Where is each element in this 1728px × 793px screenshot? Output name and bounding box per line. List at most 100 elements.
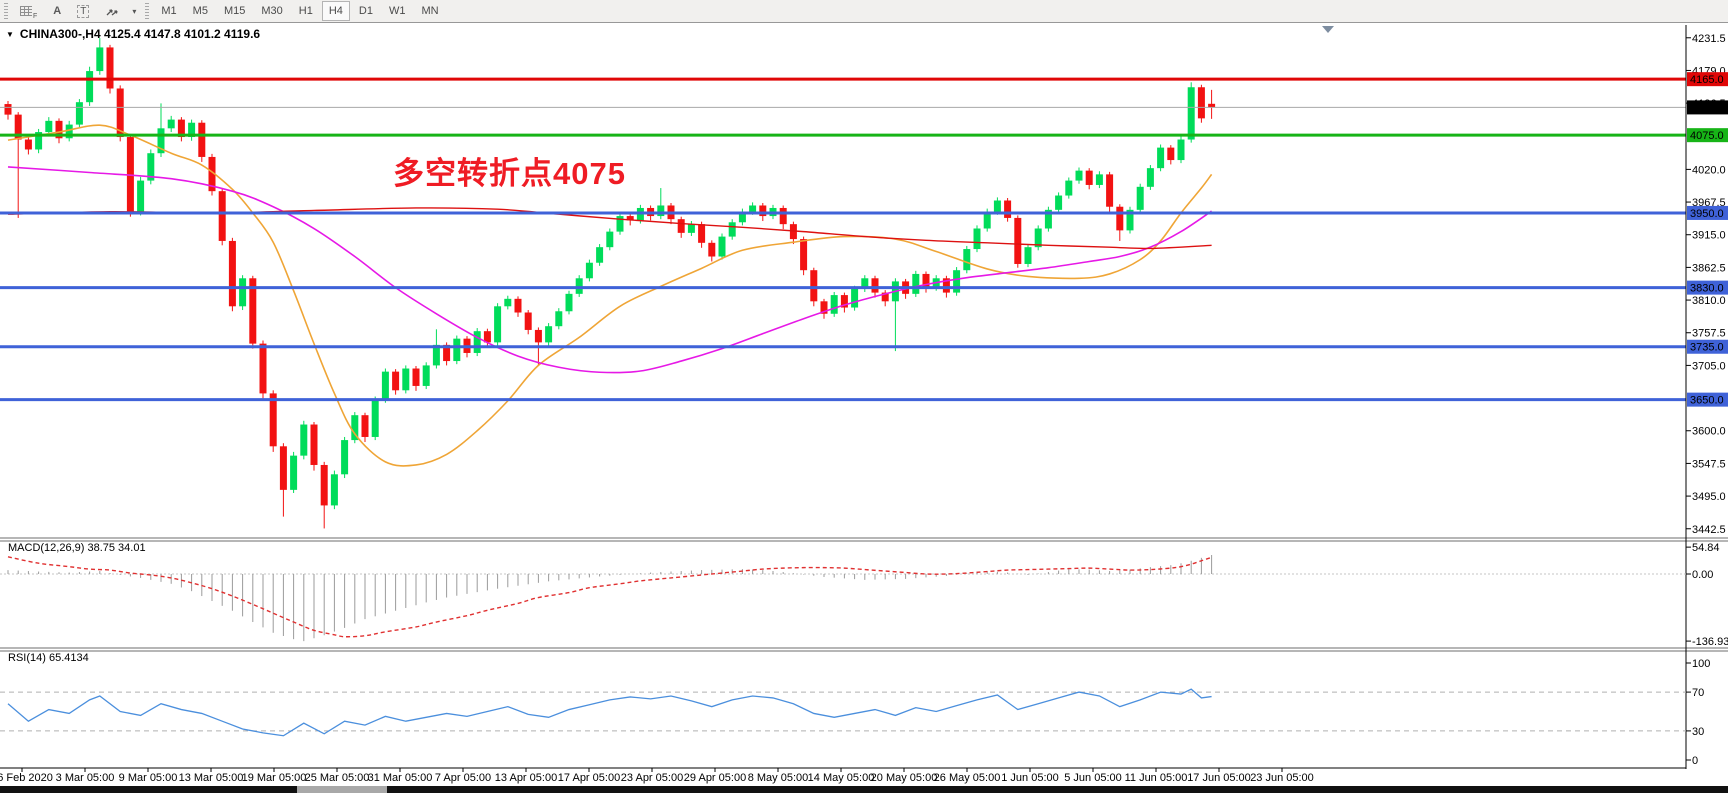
- timeframe-button-h1[interactable]: H1: [292, 1, 320, 21]
- toolbar: F A T ▾ M1 M5 M15 M30 H1 H4 D1 W1 MN: [0, 0, 1728, 23]
- price-tick-label: 4231.5: [1692, 33, 1726, 45]
- candle-up: [585, 259, 593, 282]
- bottom-window-strip-segment: [297, 786, 387, 793]
- rsi-indicator-label: RSI(14) 65.4134: [8, 652, 89, 664]
- arrows-dropdown-button[interactable]: ▾: [128, 1, 140, 21]
- time-tick-label: 23 Apr 05:00: [621, 772, 683, 784]
- candle-body: [779, 207, 787, 225]
- candle-body: [606, 231, 614, 248]
- candle-body: [341, 440, 349, 475]
- timeframe-toolbar-grip[interactable]: [145, 2, 150, 20]
- timeframe-button-m30[interactable]: M30: [254, 1, 289, 21]
- auto-scroll-marker-icon[interactable]: [1322, 26, 1334, 33]
- candle-down: [524, 310, 532, 335]
- candle-body: [800, 239, 808, 271]
- timeframe-button-m15[interactable]: M15: [217, 1, 252, 21]
- candle-up: [851, 285, 859, 311]
- candle-body: [4, 104, 12, 115]
- candle-up: [616, 212, 624, 235]
- price-badge-bg: [1687, 205, 1728, 220]
- candle-up: [1095, 171, 1103, 189]
- candle-up: [1034, 225, 1042, 251]
- candle-body: [1126, 209, 1134, 231]
- candle-body: [963, 249, 971, 271]
- candle-body: [759, 205, 767, 217]
- text-tool-button[interactable]: A: [46, 1, 68, 21]
- text-label-tool-button[interactable]: T: [70, 1, 96, 21]
- chart-title: ▼ CHINA300-,H4 4125.4 4147.8 4101.2 4119…: [6, 27, 260, 41]
- time-tick-label: 11 Jun 05:00: [1125, 772, 1188, 784]
- candle-body: [698, 224, 706, 243]
- candle-body: [453, 338, 461, 362]
- candle-body: [106, 47, 114, 89]
- candle-up: [1136, 183, 1144, 213]
- candle-down: [800, 236, 808, 276]
- candle-body: [1146, 168, 1154, 187]
- candle-up: [300, 420, 308, 460]
- timeframe-button-m5[interactable]: M5: [186, 1, 215, 21]
- candle-body: [596, 247, 604, 263]
- bottom-window-strip: [0, 786, 1728, 793]
- price-badge-bg: [1687, 392, 1728, 407]
- time-tick-label: 31 Mar 05:00: [368, 772, 433, 784]
- candle-down: [779, 205, 787, 230]
- timeframe-button-w1[interactable]: W1: [382, 1, 413, 21]
- time-tick-label: 29 Apr 05:00: [684, 772, 746, 784]
- candle-up: [861, 275, 869, 292]
- candle-up: [290, 451, 298, 493]
- candle-up: [351, 412, 359, 444]
- fibonacci-icon-letter: F: [33, 13, 38, 20]
- candle-down: [259, 340, 267, 399]
- candle-down: [1116, 204, 1124, 241]
- candle-body: [147, 153, 155, 181]
- candle-body: [392, 371, 400, 391]
- fibonacci-tool-button[interactable]: F: [13, 1, 44, 21]
- candle-body: [279, 446, 287, 490]
- candle-body: [810, 270, 818, 302]
- candle-body: [687, 224, 695, 233]
- candle-body: [953, 270, 961, 293]
- candle-body: [983, 211, 991, 229]
- candle-body: [912, 273, 920, 294]
- candle-body: [871, 278, 879, 293]
- candle-down: [922, 271, 930, 293]
- candle-body: [1095, 174, 1103, 185]
- candle-up: [718, 233, 726, 260]
- candle-body: [514, 298, 522, 313]
- candle-body: [361, 415, 369, 437]
- candle-body: [473, 331, 481, 353]
- candle-body: [310, 424, 318, 465]
- candle-body: [1197, 87, 1205, 119]
- candle-body: [1024, 247, 1032, 264]
- candle-body: [708, 242, 716, 257]
- candle-body: [1106, 174, 1114, 207]
- candle-body: [198, 122, 206, 157]
- toolbar-grip[interactable]: [4, 2, 8, 20]
- candle-body: [626, 216, 634, 221]
- chevron-down-icon[interactable]: ▼: [6, 29, 14, 39]
- moving-average-magenta: [7, 166, 1213, 374]
- timeframe-button-mn[interactable]: MN: [414, 1, 445, 21]
- candle-up: [953, 267, 961, 296]
- timeframe-button-m1[interactable]: M1: [154, 1, 183, 21]
- candle-body: [443, 344, 451, 362]
- candle-body: [545, 326, 553, 343]
- candle-body: [1167, 147, 1175, 161]
- price-chart-svg: 4231.54179.04126.54020.03967.53915.03862…: [0, 25, 1728, 793]
- candle-down: [1167, 145, 1175, 165]
- candle-body: [1075, 170, 1083, 181]
- timeframe-button-h4[interactable]: H4: [321, 1, 350, 21]
- arrows-tool-button[interactable]: [98, 1, 126, 21]
- candle-body: [228, 240, 236, 307]
- chart-annotation-text[interactable]: 多空转折点4075: [393, 156, 626, 191]
- timeframe-button-d1[interactable]: D1: [352, 1, 380, 21]
- candle-up: [596, 244, 604, 266]
- candle-body: [881, 292, 889, 302]
- price-tick-label: 3442.5: [1692, 524, 1726, 536]
- candle-down: [392, 369, 400, 395]
- candle-up: [1044, 206, 1052, 232]
- candle-body: [157, 128, 165, 154]
- time-tick-label: 23 Jun 05:00: [1250, 772, 1314, 784]
- candle-up: [330, 470, 338, 510]
- candle-body: [1004, 200, 1012, 218]
